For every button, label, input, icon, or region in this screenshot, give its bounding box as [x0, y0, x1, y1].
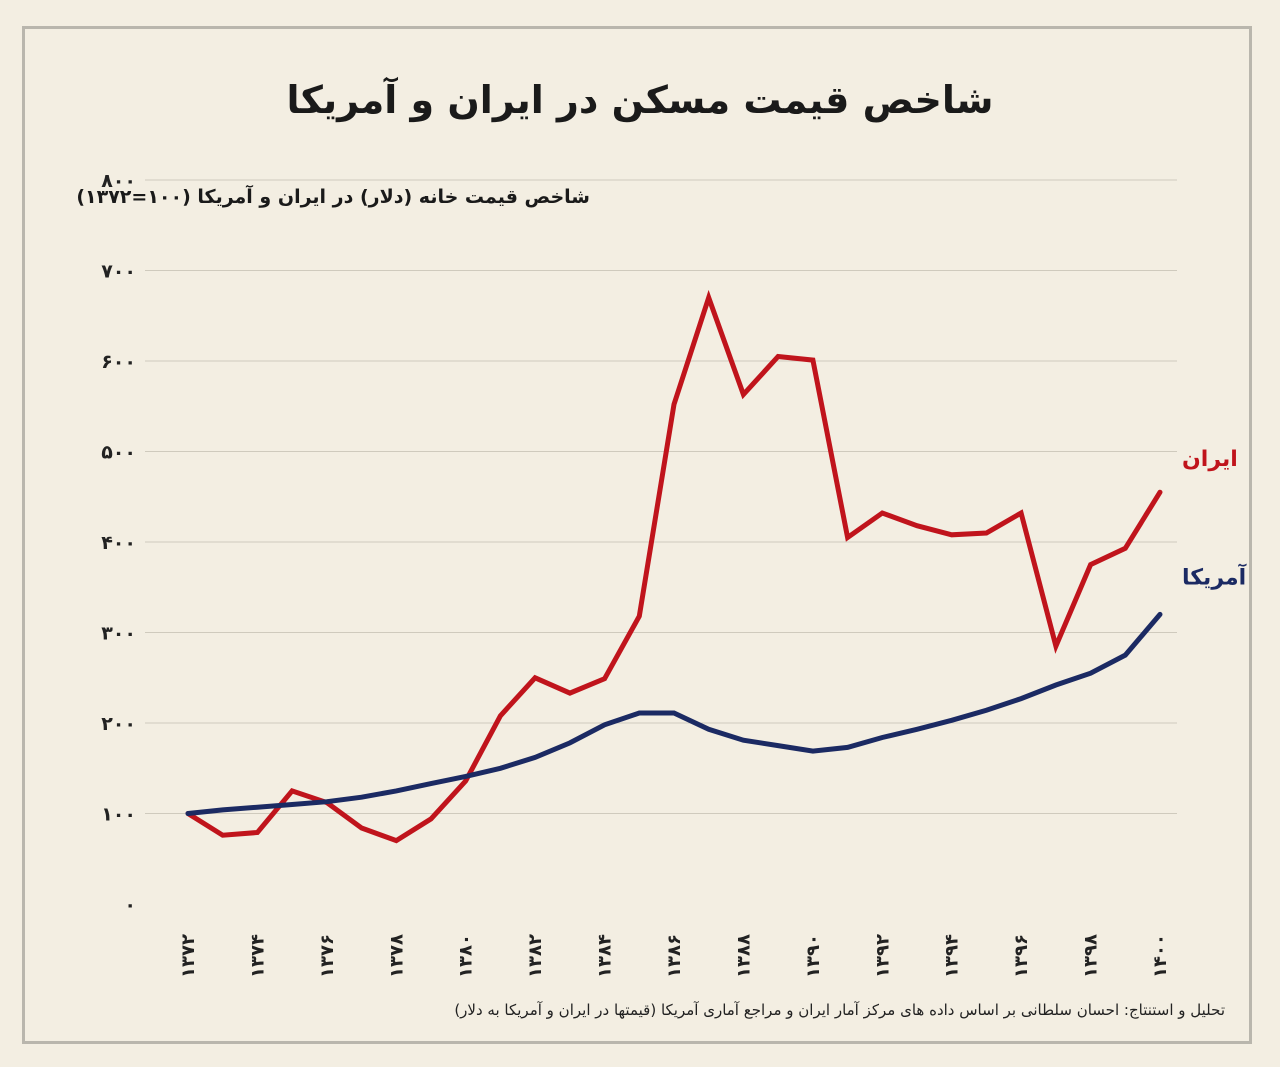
y-axis-ticks: ۰ ۱۰۰ ۲۰۰ ۳۰۰ ۴۰۰ ۵۰۰ ۶۰۰ ۷۰۰ ۸۰۰ — [101, 170, 136, 916]
series-label: ایران — [1182, 447, 1238, 472]
x-tick-label: ۱۳۸۶ — [664, 934, 685, 978]
x-tick-label: ۱۳۸۸ — [733, 934, 754, 978]
chart-title: شاخص قیمت مسکن در ایران و آمریکا — [286, 78, 994, 122]
x-tick-label: ۱۳۸۰ — [456, 934, 477, 978]
x-tick-label: ۱۳۷۴ — [247, 934, 268, 978]
x-tick-label: ۱۳۹۴ — [942, 934, 963, 978]
series-lines — [185, 289, 1163, 844]
x-tick-label: ۱۳۸۲ — [525, 934, 546, 978]
source-note: تحلیل و استنتاج: احسان سلطانی بر اساس دا… — [454, 1001, 1225, 1019]
x-tick-label: ۱۳۸۴ — [595, 934, 616, 978]
series-line — [185, 289, 1163, 844]
x-tick-label: ۱۴۰۰ — [1150, 934, 1171, 978]
x-tick-label: ۱۳۷۶ — [317, 934, 338, 978]
x-axis-ticks: ۱۳۷۲ ۱۳۷۴ ۱۳۷۶ ۱۳۷۸ ۱۳۸۰ ۱۳۸۲ ۱۳۸۴ ۱۳۸۶ ۱۳۸۸ ۱۳۹۰… — [178, 934, 1171, 978]
y-tick-label: ۵۰۰ — [101, 442, 136, 464]
y-tick-label: ۱۰۰ — [101, 804, 136, 826]
x-tick-label: ۱۳۹۲ — [872, 934, 893, 978]
x-tick-label: ۱۳۹۸ — [1081, 934, 1102, 978]
series-label: آمریکا — [1182, 562, 1247, 590]
gridlines — [145, 179, 1177, 814]
y-tick-label: ۴۰۰ — [101, 532, 136, 554]
y-tick-label: ۷۰۰ — [101, 261, 136, 283]
y-tick-label: ۲۰۰ — [101, 713, 136, 735]
y-tick-label: ۳۰۰ — [101, 623, 136, 645]
x-tick-label: ۱۳۹۶ — [1011, 934, 1032, 978]
chart-frame — [22, 26, 1252, 1044]
x-tick-label: ۱۳۹۰ — [803, 934, 824, 978]
y-tick-label: ۶۰۰ — [101, 351, 136, 373]
x-tick-label: ۱۳۷۸ — [386, 934, 407, 978]
x-tick-label: ۱۳۷۲ — [178, 934, 199, 978]
series-labels: ایران آمریکا — [1182, 447, 1247, 590]
y-tick-label: ۰ — [124, 894, 136, 916]
y-tick-label: ۸۰۰ — [101, 170, 136, 192]
chart-subtitle: شاخص قیمت خانه (دلار) در ایران و آمریکا … — [76, 186, 590, 208]
series-line — [185, 611, 1163, 816]
